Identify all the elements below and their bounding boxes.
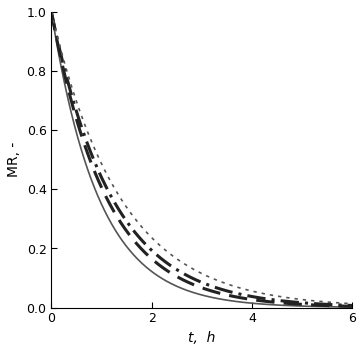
Y-axis label: MR, -: MR, - [7, 142, 21, 177]
X-axis label: t,  h: t, h [188, 331, 215, 345]
